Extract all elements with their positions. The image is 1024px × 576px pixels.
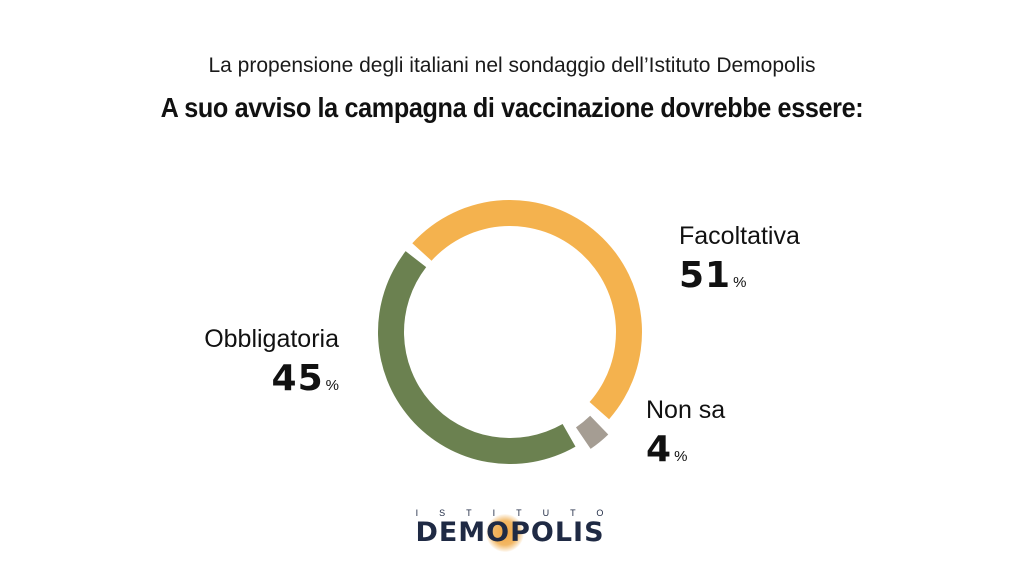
label-non-sa-name: Non sa xyxy=(646,396,726,424)
label-non-sa-unit: % xyxy=(674,448,688,465)
label-facoltativa-unit: % xyxy=(733,274,747,291)
slice-non-sa xyxy=(575,415,609,449)
label-non-sa: Non sa 4% xyxy=(646,396,725,470)
label-facoltativa-value: 51 xyxy=(679,255,732,296)
logo-main-text: DEMOPOLIS xyxy=(415,517,605,548)
chart-title: A suo avviso la campagna di vaccinazione… xyxy=(160,92,864,123)
slice-facoltativa xyxy=(412,199,643,420)
slice-obbligatoria xyxy=(377,251,576,465)
label-facoltativa: Facoltativa 51% xyxy=(679,222,800,296)
label-obbligatoria-value: 45 xyxy=(271,358,324,399)
chart-subtitle: La propensione degli italiani nel sondag… xyxy=(208,54,816,77)
label-obbligatoria: Obbligatoria 45% xyxy=(204,325,339,399)
label-non-sa-value: 4 xyxy=(646,429,673,470)
label-obbligatoria-unit: % xyxy=(325,377,339,394)
label-facoltativa-name: Facoltativa xyxy=(679,222,800,250)
logo-top-text: ISTITUTO xyxy=(415,508,625,518)
logo-glow xyxy=(486,514,524,552)
label-obbligatoria-name: Obbligatoria xyxy=(204,325,339,353)
demopolis-logo: ISTITUTO DEMOPOLIS xyxy=(386,508,634,552)
